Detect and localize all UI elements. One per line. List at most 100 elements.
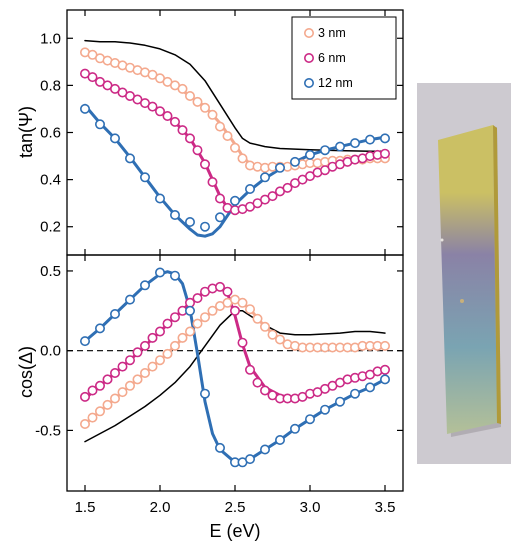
data-point-12nm [349, 138, 360, 149]
legend-label-12nm: 12 nm [318, 76, 353, 90]
x-tick-label: 3.5 [375, 499, 396, 516]
data-point-12nm [140, 280, 151, 291]
data-point-3nm [177, 332, 188, 343]
data-point-3nm [185, 91, 196, 102]
data-point-12nm [125, 294, 136, 305]
data-point-6nm [200, 159, 211, 170]
data-point-6nm [117, 361, 128, 372]
series-line-12nm [83, 103, 387, 238]
data-point-3nm [237, 153, 248, 164]
data-point-3nm [207, 109, 218, 120]
data-point-6nm [192, 145, 203, 156]
x-tick-label: 2.0 [150, 499, 171, 516]
data-point-6nm [170, 312, 181, 323]
data-point-3nm [222, 131, 233, 142]
data-point-3nm [110, 393, 121, 404]
data-point-3nm [117, 387, 128, 398]
data-point-3nm [170, 340, 181, 351]
y-tick-label: -0.5 [35, 422, 61, 439]
data-point-6nm [147, 101, 158, 112]
data-point-12nm [334, 396, 345, 407]
legend-label-3nm: 3 nm [318, 26, 346, 40]
strip-defect [460, 299, 464, 303]
data-point-12nm [289, 156, 300, 167]
data-point-12nm [259, 172, 270, 183]
strip-defect [440, 238, 444, 242]
data-point-12nm [245, 184, 256, 195]
data-point-6nm [95, 380, 106, 391]
data-point-3nm [230, 142, 241, 153]
x-tick-label: 1.5 [75, 499, 96, 516]
data-point-6nm [87, 72, 98, 83]
data-point-12nm [289, 423, 300, 434]
data-point-6nm [379, 148, 390, 159]
data-point-12nm [155, 267, 166, 278]
data-point-3nm [192, 96, 203, 107]
x-tick-label: 2.5 [225, 499, 246, 516]
data-point-12nm [379, 133, 390, 144]
data-point-6nm [207, 177, 218, 188]
data-point-3nm [95, 406, 106, 417]
data-point-6nm [230, 305, 241, 316]
y-tick-label: 0.2 [40, 219, 61, 236]
data-point-6nm [245, 364, 256, 375]
data-point-6nm [110, 367, 121, 378]
data-point-3nm [215, 121, 226, 132]
data-point-12nm [274, 162, 285, 173]
data-point-6nm [177, 125, 188, 136]
data-point-6nm [132, 347, 143, 358]
data-point-3nm [200, 102, 211, 113]
data-point-12nm [140, 172, 151, 183]
data-point-6nm [80, 391, 91, 402]
data-point-12nm [259, 444, 270, 455]
data-point-12nm [274, 434, 285, 445]
data-point-3nm [252, 313, 263, 324]
data-point-3nm [200, 312, 211, 323]
data-point-6nm [102, 374, 113, 385]
data-point-6nm [162, 318, 173, 329]
data-point-6nm [259, 385, 270, 396]
legend-item-12nm: 12 nm [303, 76, 353, 90]
data-point-6nm [147, 332, 158, 343]
data-point-3nm [177, 83, 188, 94]
data-point-12nm [95, 119, 106, 130]
data-point-12nm [230, 195, 241, 206]
data-point-6nm [237, 337, 248, 348]
legend-marker-6nm [303, 52, 314, 63]
legend-marker-12nm [303, 78, 314, 89]
data-point-3nm [132, 374, 143, 385]
data-point-12nm [364, 134, 375, 145]
data-point-12nm [349, 388, 360, 399]
data-point-3nm [80, 418, 91, 429]
data-point-6nm [379, 364, 390, 375]
data-point-6nm [87, 385, 98, 396]
data-point-12nm [304, 414, 315, 425]
data-point-6nm [215, 281, 226, 292]
data-point-3nm [162, 348, 173, 359]
data-point-6nm [155, 326, 166, 337]
y-tick-label: 0.4 [40, 172, 61, 189]
top-panel [80, 39, 390, 238]
y-tick-label: 0.6 [40, 125, 61, 142]
legend: 3 nm 6 nm 12 nm [291, 16, 397, 100]
data-point-3nm [155, 355, 166, 366]
data-point-12nm [200, 221, 211, 232]
data-point-6nm [282, 182, 293, 193]
legend-label-6nm: 6 nm [318, 51, 346, 65]
strip-edge [493, 125, 501, 424]
top-y-axis-label: tan(Ψ) [16, 106, 36, 158]
data-point-12nm [200, 388, 211, 399]
bottom-panel [67, 267, 403, 468]
data-point-3nm [274, 334, 285, 345]
y-tick-label: 0.5 [40, 263, 61, 280]
bottom-y-axis-label: cos(Δ) [16, 346, 36, 398]
bottom-plot-frame [66, 254, 404, 492]
legend-item-6nm: 6 nm [303, 51, 346, 65]
data-point-6nm [170, 116, 181, 127]
data-point-12nm [110, 133, 121, 144]
data-point-3nm [259, 321, 270, 332]
data-point-6nm [252, 377, 263, 388]
y-tick-label: 0.8 [40, 77, 61, 94]
data-point-12nm [155, 193, 166, 204]
data-point-12nm [185, 305, 196, 316]
